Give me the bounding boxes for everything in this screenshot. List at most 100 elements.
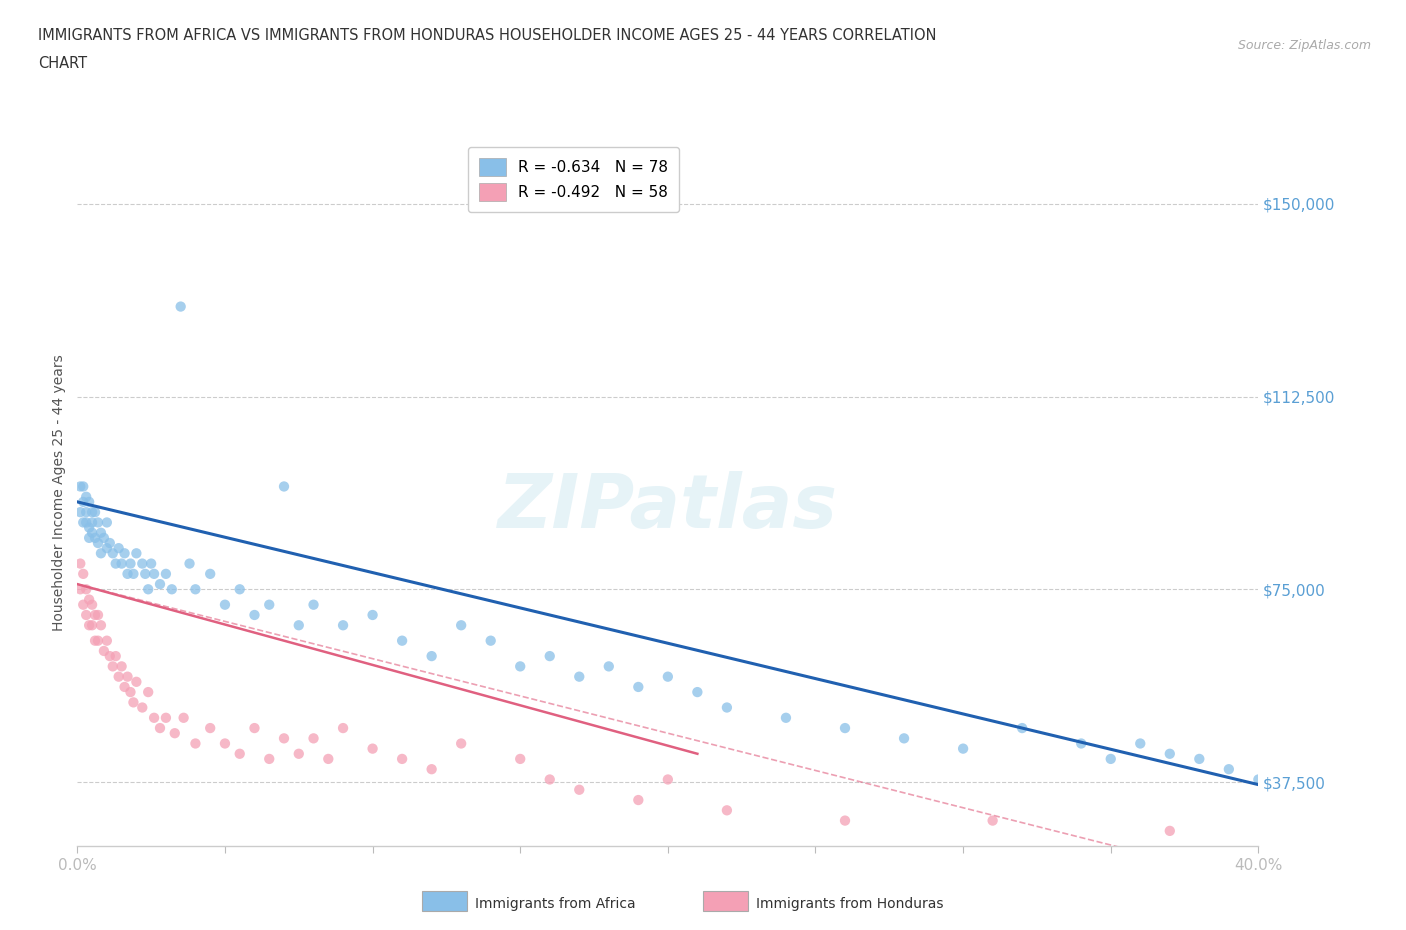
Point — [155, 711, 177, 725]
Point — [72, 479, 94, 494]
Point — [243, 721, 266, 736]
Point — [125, 546, 148, 561]
Point — [82, 618, 104, 632]
Point — [1099, 751, 1122, 766]
Point — [131, 700, 153, 715]
Point — [125, 674, 148, 689]
Point — [114, 546, 136, 561]
Point — [775, 711, 797, 725]
Point — [82, 525, 104, 540]
Text: Source: ZipAtlas.com: Source: ZipAtlas.com — [1237, 39, 1371, 52]
Point — [75, 582, 97, 597]
Point — [149, 721, 172, 736]
Legend: R = -0.634   N = 78, R = -0.492   N = 58: R = -0.634 N = 78, R = -0.492 N = 58 — [468, 147, 679, 212]
Point — [72, 597, 94, 612]
Point — [111, 556, 132, 571]
Text: Immigrants from Africa: Immigrants from Africa — [475, 897, 636, 911]
Point — [117, 566, 139, 581]
Point — [450, 618, 472, 632]
Point — [82, 597, 104, 612]
Point — [75, 515, 97, 530]
Point — [120, 684, 142, 699]
Point — [75, 489, 97, 504]
Point — [143, 711, 166, 725]
Point — [96, 633, 118, 648]
Point — [84, 607, 107, 622]
Point — [77, 618, 100, 632]
Point — [104, 648, 127, 663]
Point — [243, 607, 266, 622]
Point — [716, 803, 738, 817]
Point — [332, 721, 354, 736]
Point — [87, 515, 110, 530]
Point — [170, 299, 193, 314]
Point — [114, 680, 136, 695]
Point — [72, 515, 94, 530]
Point — [96, 540, 118, 555]
Point — [111, 659, 132, 674]
Point — [122, 566, 145, 581]
Point — [214, 597, 236, 612]
Point — [104, 556, 127, 571]
Point — [420, 648, 443, 663]
Point — [361, 741, 384, 756]
Point — [107, 540, 129, 555]
Point — [1159, 823, 1181, 838]
Point — [69, 479, 91, 494]
Point — [332, 618, 354, 632]
Point — [538, 648, 561, 663]
Point — [302, 597, 325, 612]
Point — [141, 556, 163, 571]
Point — [1159, 747, 1181, 762]
Point — [72, 566, 94, 581]
Point — [131, 556, 153, 571]
Point — [77, 592, 100, 607]
Point — [391, 633, 413, 648]
Point — [155, 566, 177, 581]
Y-axis label: Householder Income Ages 25 - 44 years: Householder Income Ages 25 - 44 years — [52, 354, 66, 631]
Text: Immigrants from Honduras: Immigrants from Honduras — [756, 897, 943, 911]
Point — [101, 659, 124, 674]
Point — [479, 633, 502, 648]
Point — [101, 546, 124, 561]
Point — [163, 725, 186, 740]
Point — [173, 711, 195, 725]
Point — [686, 684, 709, 699]
Point — [318, 751, 340, 766]
Point — [627, 680, 650, 695]
Point — [259, 597, 281, 612]
Point — [420, 762, 443, 777]
Point — [84, 505, 107, 520]
Bar — [703, 891, 748, 911]
Point — [184, 582, 207, 597]
Bar — [422, 891, 467, 911]
Point — [69, 556, 91, 571]
Point — [136, 684, 159, 699]
Point — [98, 536, 121, 551]
Point — [981, 813, 1004, 828]
Point — [273, 731, 295, 746]
Point — [136, 582, 159, 597]
Point — [122, 695, 145, 710]
Point — [598, 659, 620, 674]
Point — [361, 607, 384, 622]
Point — [149, 577, 172, 591]
Point — [302, 731, 325, 746]
Point — [259, 751, 281, 766]
Point — [1070, 736, 1092, 751]
Point — [657, 670, 679, 684]
Point — [834, 813, 856, 828]
Point — [77, 520, 100, 535]
Point — [75, 607, 97, 622]
Point — [834, 721, 856, 736]
Point — [568, 782, 591, 797]
Point — [214, 736, 236, 751]
Point — [69, 505, 91, 520]
Point — [952, 741, 974, 756]
Text: ZIPatlas: ZIPatlas — [498, 471, 838, 543]
Point — [98, 648, 121, 663]
Point — [143, 566, 166, 581]
Point — [120, 556, 142, 571]
Point — [87, 633, 110, 648]
Point — [657, 772, 679, 787]
